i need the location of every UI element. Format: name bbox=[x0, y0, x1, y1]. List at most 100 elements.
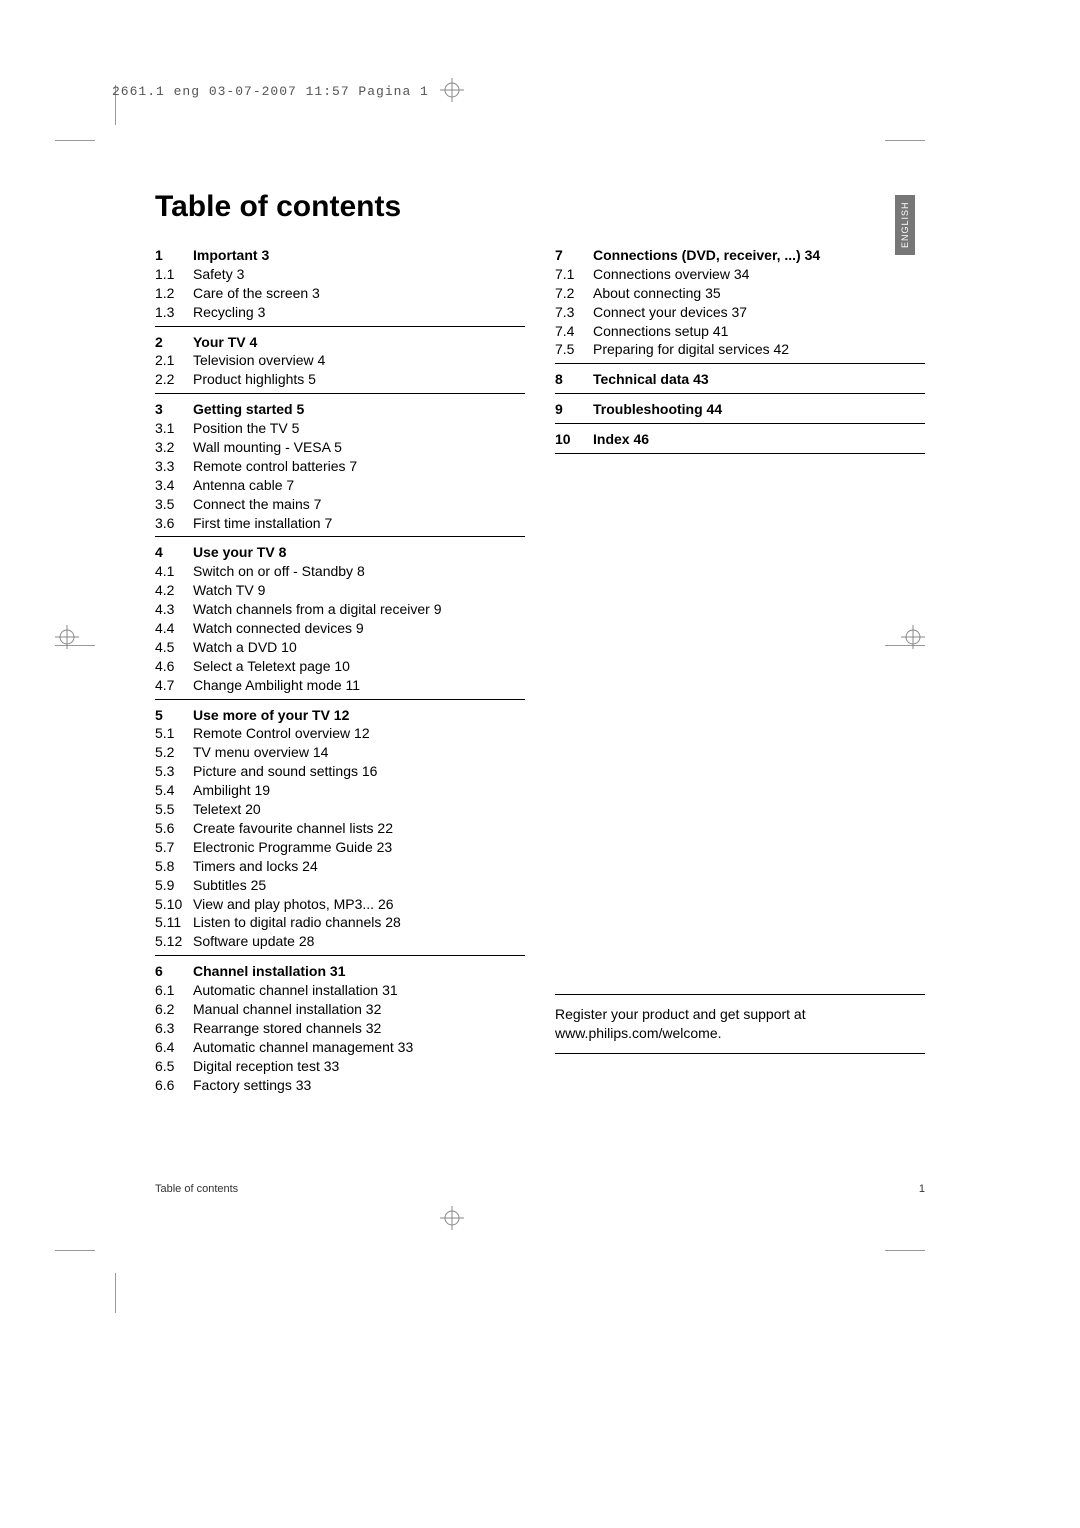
section-number: 10 bbox=[555, 430, 593, 449]
toc-entry: 6.1Automatic channel installation 31 bbox=[155, 981, 525, 1000]
entry-number: 6.5 bbox=[155, 1057, 193, 1076]
entry-label: Digital reception test 33 bbox=[193, 1057, 339, 1076]
toc-section: 1Important 31.1Safety 31.2Care of the sc… bbox=[155, 246, 525, 327]
toc-entry: 5.2TV menu overview 14 bbox=[155, 743, 525, 762]
entry-number: 3.2 bbox=[155, 438, 193, 457]
entry-number: 7.5 bbox=[555, 340, 593, 359]
toc-entry: 5.6Create favourite channel lists 22 bbox=[155, 819, 525, 838]
entry-label: Connect your devices 37 bbox=[593, 303, 747, 322]
entry-number: 4.1 bbox=[155, 562, 193, 581]
entry-label: Teletext 20 bbox=[193, 800, 261, 819]
section-title: Use your TV 8 bbox=[193, 543, 286, 562]
section-title: Your TV 4 bbox=[193, 333, 257, 352]
entry-number: 7.4 bbox=[555, 322, 593, 341]
toc-section-head: 4Use your TV 8 bbox=[155, 543, 525, 562]
toc-entry: 3.4Antenna cable 7 bbox=[155, 476, 525, 495]
entry-number: 5.2 bbox=[155, 743, 193, 762]
entry-number: 5.1 bbox=[155, 724, 193, 743]
toc-section: 2Your TV 42.1Television overview 42.2Pro… bbox=[155, 333, 525, 395]
entry-label: Television overview 4 bbox=[193, 351, 325, 370]
entry-label: Ambilight 19 bbox=[193, 781, 270, 800]
section-title: Important 3 bbox=[193, 246, 269, 265]
toc-section: 6Channel installation 316.1Automatic cha… bbox=[155, 962, 525, 1094]
toc-entry: 4.1Switch on or off - Standby 8 bbox=[155, 562, 525, 581]
entry-label: First time installation 7 bbox=[193, 514, 332, 533]
toc-entry: 4.2Watch TV 9 bbox=[155, 581, 525, 600]
entry-number: 4.3 bbox=[155, 600, 193, 619]
toc-entry: 5.8Timers and locks 24 bbox=[155, 857, 525, 876]
entry-label: Change Ambilight mode 11 bbox=[193, 676, 360, 695]
entry-label: Position the TV 5 bbox=[193, 419, 299, 438]
toc-section-head: 3Getting started 5 bbox=[155, 400, 525, 419]
entry-label: Antenna cable 7 bbox=[193, 476, 294, 495]
toc-entry: 3.1Position the TV 5 bbox=[155, 419, 525, 438]
entry-label: Select a Teletext page 10 bbox=[193, 657, 350, 676]
toc-section: 3Getting started 53.1Position the TV 53.… bbox=[155, 400, 525, 537]
entry-label: Software update 28 bbox=[193, 932, 314, 951]
entry-label: Automatic channel management 33 bbox=[193, 1038, 413, 1057]
toc-entry: 1.1Safety 3 bbox=[155, 265, 525, 284]
support-note: Register your product and get support at… bbox=[555, 994, 925, 1054]
entry-number: 5.5 bbox=[155, 800, 193, 819]
toc-entry: 5.7Electronic Programme Guide 23 bbox=[155, 838, 525, 857]
toc-entry: 2.2Product highlights 5 bbox=[155, 370, 525, 389]
entry-number: 1.2 bbox=[155, 284, 193, 303]
toc-entry: 4.3Watch channels from a digital receive… bbox=[155, 600, 525, 619]
section-number: 1 bbox=[155, 246, 193, 265]
toc-entry: 5.10View and play photos, MP3... 26 bbox=[155, 895, 525, 914]
section-title: Connections (DVD, receiver, ...) 34 bbox=[593, 246, 820, 265]
registration-mark-icon bbox=[440, 1206, 464, 1230]
toc-columns: 1Important 31.1Safety 31.2Care of the sc… bbox=[155, 246, 925, 1100]
toc-entry: 1.2Care of the screen 3 bbox=[155, 284, 525, 303]
page-title: Table of contents bbox=[155, 190, 925, 224]
entry-label: Watch a DVD 10 bbox=[193, 638, 297, 657]
crop-mark bbox=[885, 120, 925, 160]
entry-number: 3.6 bbox=[155, 514, 193, 533]
section-number: 8 bbox=[555, 370, 593, 389]
crop-mark bbox=[55, 120, 95, 160]
registration-mark-icon bbox=[55, 625, 79, 649]
entry-number: 4.4 bbox=[155, 619, 193, 638]
toc-section-head: 10Index 46 bbox=[555, 430, 925, 449]
entry-number: 6.1 bbox=[155, 981, 193, 1000]
entry-number: 6.6 bbox=[155, 1076, 193, 1095]
toc-entry: 5.1Remote Control overview 12 bbox=[155, 724, 525, 743]
toc-entry: 6.5Digital reception test 33 bbox=[155, 1057, 525, 1076]
toc-entry: 5.11Listen to digital radio channels 28 bbox=[155, 913, 525, 932]
entry-label: Preparing for digital services 42 bbox=[593, 340, 789, 359]
entry-label: Connections overview 34 bbox=[593, 265, 749, 284]
entry-number: 4.6 bbox=[155, 657, 193, 676]
toc-section-head: 7Connections (DVD, receiver, ...) 34 bbox=[555, 246, 925, 265]
toc-section-head: 8Technical data 43 bbox=[555, 370, 925, 389]
entry-number: 3.3 bbox=[155, 457, 193, 476]
toc-entry: 7.2About connecting 35 bbox=[555, 284, 925, 303]
toc-section: 7Connections (DVD, receiver, ...) 347.1C… bbox=[555, 246, 925, 364]
entry-label: Care of the screen 3 bbox=[193, 284, 320, 303]
entry-number: 6.3 bbox=[155, 1019, 193, 1038]
crop-mark bbox=[885, 1230, 925, 1270]
entry-label: Listen to digital radio channels 28 bbox=[193, 913, 401, 932]
print-header-meta: 2661.1 eng 03-07-2007 11:57 Pagina 1 bbox=[112, 84, 429, 99]
section-number: 6 bbox=[155, 962, 193, 981]
entry-label: Recycling 3 bbox=[193, 303, 265, 322]
toc-entry: 5.3Picture and sound settings 16 bbox=[155, 762, 525, 781]
toc-entry: 7.1Connections overview 34 bbox=[555, 265, 925, 284]
entry-number: 4.7 bbox=[155, 676, 193, 695]
section-number: 9 bbox=[555, 400, 593, 419]
entry-number: 2.1 bbox=[155, 351, 193, 370]
entry-number: 7.2 bbox=[555, 284, 593, 303]
toc-section-head: 2Your TV 4 bbox=[155, 333, 525, 352]
entry-label: Create favourite channel lists 22 bbox=[193, 819, 393, 838]
entry-label: Switch on or off - Standby 8 bbox=[193, 562, 365, 581]
toc-entry: 4.6Select a Teletext page 10 bbox=[155, 657, 525, 676]
entry-label: Picture and sound settings 16 bbox=[193, 762, 377, 781]
entry-number: 7.3 bbox=[555, 303, 593, 322]
toc-section: 5Use more of your TV 125.1Remote Control… bbox=[155, 706, 525, 957]
entry-label: Manual channel installation 32 bbox=[193, 1000, 381, 1019]
section-title: Troubleshooting 44 bbox=[593, 400, 722, 419]
toc-left-column: 1Important 31.1Safety 31.2Care of the sc… bbox=[155, 246, 525, 1100]
page-footer: Table of contents 1 bbox=[155, 1183, 925, 1195]
entry-label: Remote control batteries 7 bbox=[193, 457, 357, 476]
toc-section-head: 1Important 3 bbox=[155, 246, 525, 265]
entry-label: Connect the mains 7 bbox=[193, 495, 321, 514]
